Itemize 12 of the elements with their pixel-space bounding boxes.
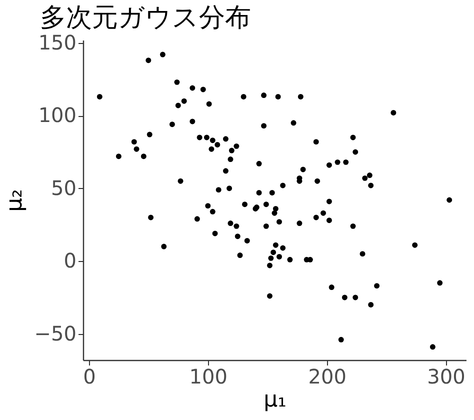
y-tick-label: 0 <box>64 248 76 273</box>
x-tick-label: 200 <box>308 364 346 388</box>
x-axis-title: μ₁ <box>264 388 286 412</box>
x-tick-label: 100 <box>189 364 228 388</box>
y-tick-label: 100 <box>38 103 76 128</box>
chart-title: 多次元ガウス分布 <box>40 2 251 33</box>
y-tick-label: −50 <box>34 321 76 346</box>
y-tick-label: 50 <box>51 176 76 200</box>
x-tick-label: 0 <box>83 364 96 388</box>
y-axis-title: μ₂ <box>2 189 28 212</box>
y-tick-label: 150 <box>38 30 76 54</box>
x-tick-label: 300 <box>427 364 466 388</box>
